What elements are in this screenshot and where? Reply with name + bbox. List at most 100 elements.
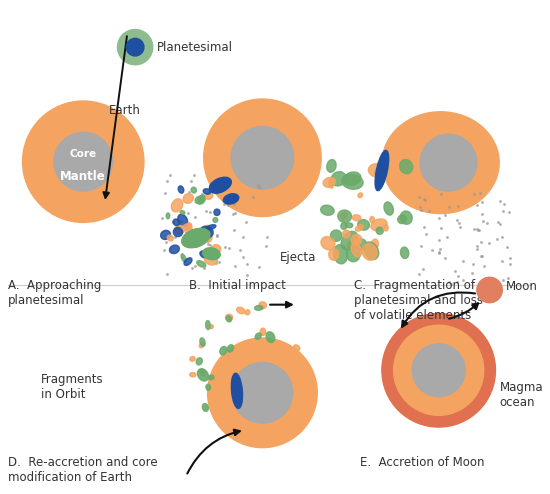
Ellipse shape (345, 223, 353, 228)
Ellipse shape (192, 233, 199, 238)
Ellipse shape (383, 224, 388, 231)
Ellipse shape (196, 358, 202, 365)
Ellipse shape (195, 196, 204, 204)
Ellipse shape (183, 194, 193, 204)
Ellipse shape (260, 328, 266, 335)
Ellipse shape (200, 251, 210, 258)
Ellipse shape (375, 167, 386, 176)
Text: B.  Initial impact: B. Initial impact (189, 279, 286, 292)
Ellipse shape (161, 230, 170, 240)
Text: Mantle: Mantle (60, 170, 106, 183)
Ellipse shape (362, 244, 377, 260)
Ellipse shape (197, 261, 206, 267)
Ellipse shape (214, 209, 220, 215)
Ellipse shape (321, 237, 335, 250)
Text: E.  Accretion of Moon: E. Accretion of Moon (360, 456, 485, 469)
Ellipse shape (205, 255, 217, 265)
Ellipse shape (167, 235, 173, 241)
Ellipse shape (214, 188, 221, 194)
Circle shape (420, 134, 477, 191)
Ellipse shape (166, 213, 170, 219)
Ellipse shape (199, 229, 203, 235)
Ellipse shape (232, 373, 243, 409)
Ellipse shape (182, 228, 210, 248)
Circle shape (232, 363, 293, 423)
Circle shape (394, 325, 483, 415)
Ellipse shape (206, 192, 213, 200)
Ellipse shape (190, 372, 196, 377)
Ellipse shape (343, 230, 350, 238)
Ellipse shape (266, 332, 275, 342)
Ellipse shape (338, 210, 351, 222)
Ellipse shape (329, 248, 339, 260)
Ellipse shape (197, 369, 208, 381)
Ellipse shape (210, 325, 213, 329)
Ellipse shape (206, 225, 216, 230)
Ellipse shape (354, 239, 360, 244)
Ellipse shape (347, 241, 356, 250)
Ellipse shape (185, 227, 193, 236)
Circle shape (412, 344, 465, 397)
Ellipse shape (188, 243, 192, 246)
Ellipse shape (343, 172, 361, 186)
Ellipse shape (195, 243, 199, 247)
Ellipse shape (178, 186, 184, 193)
Ellipse shape (184, 258, 192, 265)
Ellipse shape (226, 314, 233, 321)
Text: Ejecta: Ejecta (280, 251, 316, 264)
Ellipse shape (400, 211, 412, 224)
Ellipse shape (173, 219, 179, 226)
Text: C.  Fragmentation of
planetesimal and loss
of volatile elements: C. Fragmentation of planetesimal and los… (354, 279, 483, 322)
Ellipse shape (400, 247, 409, 258)
Ellipse shape (207, 235, 212, 242)
Ellipse shape (355, 225, 364, 231)
Text: Magma
ocean: Magma ocean (499, 381, 543, 409)
Ellipse shape (200, 369, 205, 376)
Ellipse shape (203, 248, 220, 260)
Ellipse shape (346, 246, 360, 262)
Ellipse shape (356, 239, 367, 250)
Ellipse shape (378, 160, 385, 167)
Text: Core: Core (70, 149, 97, 159)
Circle shape (23, 101, 144, 222)
Ellipse shape (341, 223, 347, 229)
Ellipse shape (226, 316, 232, 322)
Ellipse shape (376, 227, 383, 234)
Ellipse shape (202, 404, 208, 412)
Ellipse shape (187, 223, 192, 229)
Ellipse shape (174, 225, 184, 234)
Ellipse shape (329, 179, 334, 188)
Text: Fragments
in Orbit: Fragments in Orbit (41, 373, 104, 401)
Ellipse shape (206, 384, 211, 390)
Ellipse shape (327, 160, 336, 172)
Ellipse shape (200, 338, 205, 346)
Ellipse shape (341, 212, 347, 219)
Circle shape (382, 314, 496, 427)
Ellipse shape (213, 217, 218, 222)
Ellipse shape (375, 150, 389, 191)
Ellipse shape (323, 177, 336, 187)
Ellipse shape (236, 307, 245, 314)
Circle shape (118, 30, 153, 65)
Ellipse shape (351, 235, 362, 245)
Ellipse shape (370, 216, 375, 223)
Ellipse shape (358, 193, 362, 198)
Ellipse shape (208, 375, 214, 380)
Ellipse shape (371, 219, 387, 231)
Ellipse shape (331, 230, 342, 242)
Circle shape (231, 126, 294, 189)
Ellipse shape (203, 225, 212, 234)
Ellipse shape (191, 187, 196, 193)
Ellipse shape (255, 306, 263, 310)
Ellipse shape (173, 227, 183, 237)
Ellipse shape (368, 164, 387, 177)
Ellipse shape (255, 333, 261, 339)
Ellipse shape (206, 321, 210, 329)
Ellipse shape (245, 310, 250, 315)
Ellipse shape (398, 215, 406, 224)
Circle shape (477, 277, 502, 303)
Ellipse shape (341, 231, 358, 250)
Ellipse shape (180, 210, 185, 214)
Text: Planetesimal: Planetesimal (157, 41, 233, 54)
Ellipse shape (223, 194, 239, 204)
